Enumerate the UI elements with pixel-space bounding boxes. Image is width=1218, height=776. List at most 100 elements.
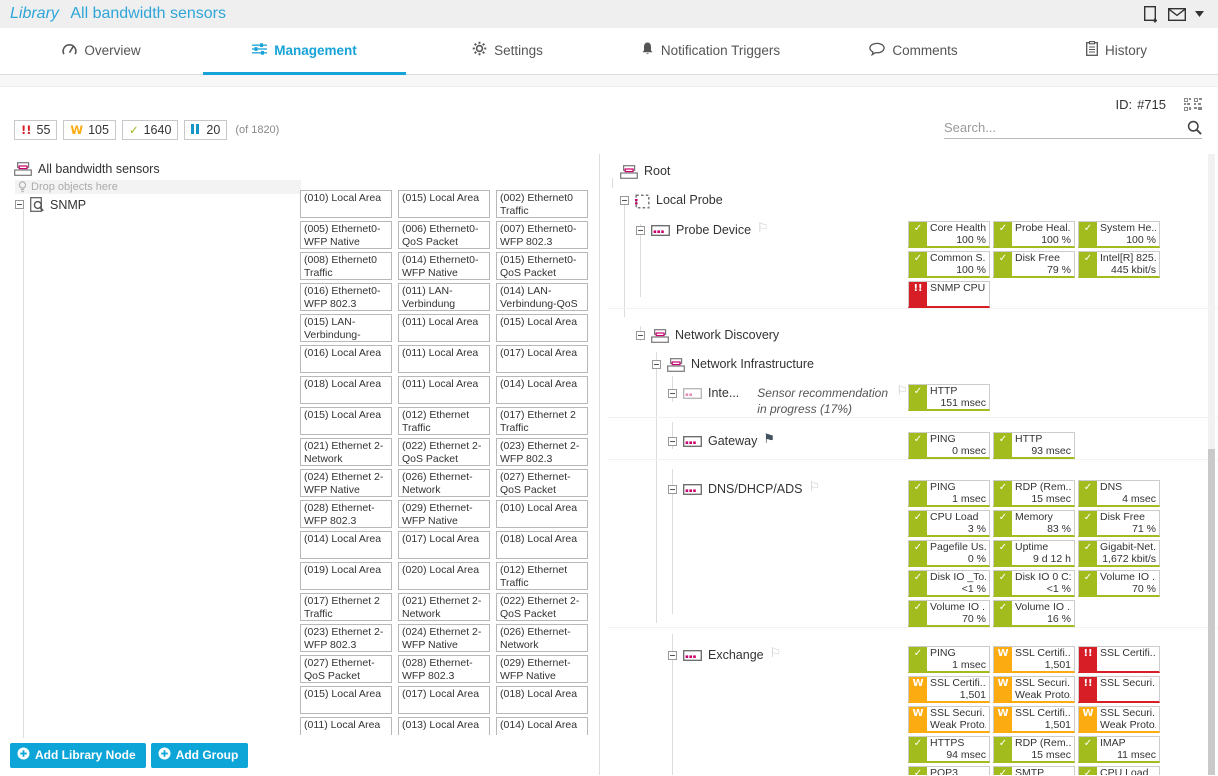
sensor-box[interactable]: ✓ Disk IO 0 C: <1 % — [993, 570, 1075, 597]
library-sensor-box[interactable]: (014) Local Area — [496, 376, 588, 404]
sensor-box[interactable]: ✓ Uptime 9 d 12 h — [993, 540, 1075, 567]
library-sensor-box[interactable]: (012) Ethernet Traffic — [398, 407, 490, 435]
mail-icon[interactable] — [1168, 7, 1186, 21]
library-sensor-box[interactable]: (010) Local Area — [300, 190, 392, 218]
library-sensor-box[interactable]: (022) Ethernet 2-QoS Packet — [496, 593, 588, 621]
library-sensor-box[interactable]: (017) Local Area — [398, 531, 490, 559]
library-sensor-box[interactable]: (023) Ethernet 2-WFP 802.3 — [300, 624, 392, 652]
library-sensor-box[interactable]: (006) Ethernet0-QoS Packet — [398, 221, 490, 249]
add-library-node-button[interactable]: Add Library Node — [10, 743, 146, 768]
library-sensor-box[interactable]: (023) Ethernet 2-WFP 802.3 — [496, 438, 588, 466]
library-sensor-box[interactable]: (011) Local Area — [398, 345, 490, 373]
tab-comments[interactable]: Comments — [812, 28, 1015, 75]
add-object-icon[interactable] — [1143, 5, 1159, 23]
library-sensor-box[interactable]: (028) Ethernet-WFP 802.3 — [398, 655, 490, 683]
sensor-box[interactable]: ✓Intel[R] 825...445 kbit/s — [1078, 251, 1160, 278]
sensor-box[interactable]: ✓ IMAP 11 msec — [1078, 736, 1160, 763]
sensor-box[interactable]: ✓ Volume IO ... 70 % — [1078, 570, 1160, 597]
library-sensor-box[interactable]: (014) Local Area — [300, 531, 392, 559]
sensor-box[interactable]: ✓ PING 1 msec — [908, 646, 990, 673]
node-label[interactable]: Network Discovery — [675, 328, 780, 342]
library-sensor-box[interactable]: (015) LAN-Verbindung- — [300, 314, 392, 342]
library-sensor-box[interactable]: (017) Local Area — [398, 686, 490, 714]
sensor-box[interactable]: ✓ Core Health 100 % — [908, 221, 990, 248]
status-badge-error[interactable]: !! 55 — [14, 120, 58, 140]
sensor-box[interactable]: ✓ Disk Free 79 % — [993, 251, 1075, 278]
library-sensor-box[interactable]: (019) Local Area — [300, 562, 392, 590]
library-sensor-box[interactable]: (014) Local Area — [496, 717, 588, 735]
library-sensor-box[interactable]: (012) Ethernet Traffic — [496, 562, 588, 590]
library-sensor-box[interactable]: (024) Ethernet 2-WFP Native — [300, 469, 392, 497]
library-sensor-box[interactable]: (011) Local Area — [398, 314, 490, 342]
tab-notification-triggers[interactable]: Notification Triggers — [609, 28, 812, 75]
search-icon[interactable] — [1187, 120, 1202, 135]
library-sensor-box[interactable]: (018) Local Area — [496, 531, 588, 559]
search-input[interactable] — [944, 117, 1187, 138]
library-sensor-box[interactable]: (027) Ethernet-QoS Packet — [496, 469, 588, 497]
library-sensor-box[interactable]: (021) Ethernet 2-Network — [300, 438, 392, 466]
node-label[interactable]: Local Probe — [656, 193, 723, 207]
library-sensor-box[interactable]: (005) Ethernet0-WFP Native — [300, 221, 392, 249]
library-sensor-box[interactable]: (014) LAN-Verbindung-QoS — [496, 283, 588, 311]
node-label[interactable]: Exchange — [708, 648, 764, 662]
sensor-box[interactable]: ✓ Gigabit-Net... 1,672 kbit/s — [1078, 540, 1160, 567]
add-group-button[interactable]: Add Group — [150, 743, 249, 768]
library-sensor-box[interactable]: (015) Local Area — [496, 314, 588, 342]
tab-overview[interactable]: Overview — [0, 28, 203, 75]
sensor-box[interactable]: ✓ Memory 83 % — [993, 510, 1075, 537]
library-sensor-box[interactable]: (011) LAN-Verbindung — [398, 283, 490, 311]
node-label[interactable]: Probe Device — [676, 223, 752, 237]
sensor-box[interactable]: ✓ DNS 4 msec — [1078, 480, 1160, 507]
collapse-toggle[interactable] — [668, 389, 677, 398]
library-sensor-box[interactable]: (015) Local Area — [300, 686, 392, 714]
node-label[interactable]: Root — [644, 164, 671, 178]
sensor-box[interactable]: ✓Pagefile Us...0 % — [908, 540, 990, 567]
library-node-snmp[interactable]: SNMP — [15, 197, 86, 212]
library-sensor-box[interactable]: (008) Ethernet0 Traffic — [300, 252, 392, 280]
sensor-box[interactable]: ✓ HTTP 151 msec — [908, 384, 990, 411]
library-sensor-box[interactable]: (015) Local Area — [300, 407, 392, 435]
library-sensor-box[interactable]: (024) Ethernet 2-WFP Native — [398, 624, 490, 652]
collapse-toggle[interactable] — [652, 360, 661, 369]
sensor-box[interactable]: ✓ Disk Free 71 % — [1078, 510, 1160, 537]
node-label[interactable]: Network Infrastructure — [691, 357, 814, 371]
sensor-box[interactable]: !! SSL Securi... — [1078, 676, 1160, 703]
sensor-box[interactable]: !!SNMP CPU... — [908, 281, 990, 308]
sensor-box[interactable]: ✓ Volume IO ... 16 % — [993, 600, 1075, 627]
library-sensor-box[interactable]: (010) Local Area — [496, 500, 588, 528]
library-sensor-box[interactable]: (011) Local Area — [300, 717, 392, 735]
sensor-box[interactable]: ✓ Volume IO ... 70 % — [908, 600, 990, 627]
library-sensor-box[interactable]: (007) Ethernet0-WFP 802.3 — [496, 221, 588, 249]
collapse-toggle[interactable] — [668, 651, 677, 660]
sensor-box[interactable]: ✓ POP3 — [908, 766, 990, 775]
library-root-node[interactable]: All bandwidth sensors — [14, 162, 160, 176]
status-badge-warning[interactable]: W 105 — [63, 120, 116, 140]
library-sensor-box[interactable]: (016) Ethernet0-WFP 802.3 — [300, 283, 392, 311]
collapse-toggle[interactable] — [636, 226, 645, 235]
library-sensor-box[interactable]: (015) Local Area — [398, 190, 490, 218]
library-sensor-box[interactable]: (020) Local Area — [398, 562, 490, 590]
status-badge-ok[interactable]: ✓ 1640 — [121, 120, 179, 140]
collapse-toggle[interactable] — [668, 437, 677, 446]
library-sensor-box[interactable]: (026) Ethernet-Network — [496, 624, 588, 652]
scrollbar[interactable] — [1208, 154, 1215, 775]
collapse-toggle[interactable] — [636, 331, 645, 340]
library-sensor-box[interactable]: (016) Local Area — [300, 345, 392, 373]
collapse-toggle[interactable] — [668, 485, 677, 494]
node-label[interactable]: DNS/DHCP/ADS — [708, 482, 803, 496]
library-sensor-box[interactable]: (017) Local Area — [496, 345, 588, 373]
library-sensor-box[interactable]: (002) Ethernet0 Traffic — [496, 190, 588, 218]
library-sensor-box[interactable]: (017) Ethernet 2 Traffic — [496, 407, 588, 435]
sensor-box[interactable]: ✓ System He... 100 % — [1078, 221, 1160, 248]
library-sensor-box[interactable]: (028) Ethernet-WFP 802.3 — [300, 500, 392, 528]
library-sensor-box[interactable]: (014) Ethernet0-WFP Native — [398, 252, 490, 280]
sensor-box[interactable]: ✓ SMTP — [993, 766, 1075, 775]
sensor-box[interactable]: ✓ Common S... 100 % — [908, 251, 990, 278]
node-label[interactable]: Gateway — [708, 434, 758, 448]
library-sensor-box[interactable]: (027) Ethernet-QoS Packet — [300, 655, 392, 683]
collapse-toggle[interactable] — [15, 200, 24, 209]
library-sensor-box[interactable]: (029) Ethernet-WFP Native — [496, 655, 588, 683]
tab-history[interactable]: History — [1015, 28, 1218, 75]
